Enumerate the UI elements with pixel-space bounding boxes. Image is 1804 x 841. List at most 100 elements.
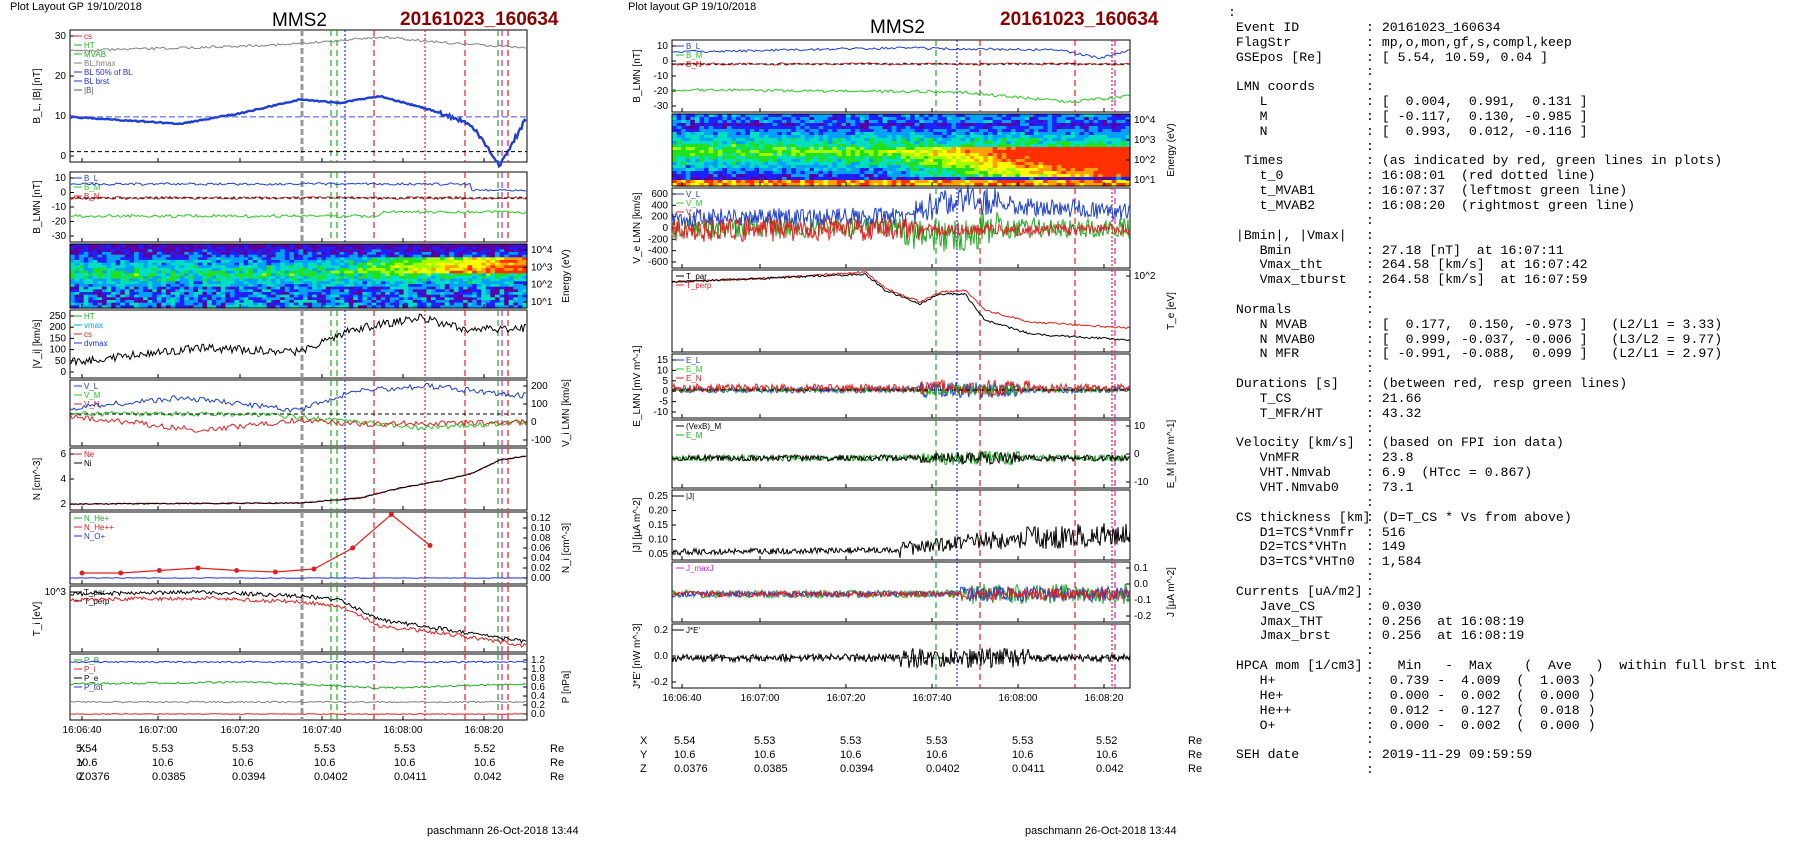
spectrogram-cell bbox=[426, 265, 432, 269]
spectrogram-cell bbox=[431, 244, 437, 248]
spectrogram-cell bbox=[960, 123, 966, 127]
spectrogram-cell bbox=[380, 300, 386, 304]
spectrogram-cell bbox=[1015, 153, 1021, 157]
spectrogram-cell bbox=[453, 292, 460, 296]
spectrogram-cell bbox=[1024, 165, 1030, 169]
spectrogram-cell bbox=[431, 278, 437, 282]
spectrogram-cell bbox=[472, 260, 478, 264]
spectrogram-cell bbox=[1020, 144, 1026, 148]
spectrogram-cell bbox=[1075, 126, 1081, 130]
spectrogram-cell bbox=[234, 270, 240, 274]
spectrogram-cell bbox=[1015, 129, 1021, 133]
spectrogram-cell bbox=[499, 265, 505, 269]
spectrogram-cell bbox=[124, 273, 130, 277]
spectrogram-cell bbox=[859, 132, 865, 136]
spectrogram-cell bbox=[956, 153, 962, 157]
spectrogram-cell bbox=[914, 138, 920, 142]
spectrogram-cell bbox=[804, 159, 810, 163]
spectrogram-cell bbox=[919, 150, 925, 154]
spectrogram-cell bbox=[1070, 183, 1076, 187]
spectrogram-cell bbox=[495, 273, 501, 277]
spectrogram-cell bbox=[417, 278, 423, 282]
spectrogram-cell bbox=[335, 289, 341, 293]
spectrogram-cell bbox=[408, 297, 414, 301]
spectrogram-cell bbox=[147, 260, 153, 264]
spectrogram-cell bbox=[1056, 177, 1062, 181]
spectrogram-cell bbox=[134, 292, 140, 296]
spectrogram-cell bbox=[399, 297, 405, 301]
spectrogram-cell bbox=[1075, 171, 1081, 175]
spectrogram-cell bbox=[859, 174, 865, 178]
spectrogram-cell bbox=[868, 141, 875, 145]
spectrogram-cell bbox=[74, 289, 80, 293]
spectrogram-cell bbox=[83, 265, 89, 269]
spectrogram-cell bbox=[1001, 180, 1007, 184]
spectrogram-cell bbox=[791, 129, 797, 133]
spectrogram-cell bbox=[389, 273, 396, 277]
spectrogram-cell bbox=[951, 132, 957, 136]
spectrogram-cell bbox=[243, 305, 249, 309]
spectrogram-cell bbox=[763, 129, 769, 133]
spectrogram-cell bbox=[303, 252, 309, 256]
spectrogram-cell bbox=[248, 257, 254, 261]
spectrogram-cell bbox=[485, 270, 492, 274]
spectrogram-cell bbox=[731, 135, 737, 139]
spectrogram-cell bbox=[485, 276, 492, 280]
spectrogram-cell bbox=[901, 183, 907, 187]
spectrogram-cell bbox=[722, 144, 728, 148]
spectrogram-cell bbox=[495, 249, 501, 253]
spectrogram-cell bbox=[362, 294, 368, 298]
spectrogram-cell bbox=[403, 257, 409, 261]
spectrogram-cell bbox=[289, 252, 295, 256]
spectrogram-cell bbox=[312, 305, 318, 309]
legend-vlmn-label: V_M bbox=[84, 391, 101, 400]
spectrogram-cell bbox=[740, 114, 746, 118]
spectrogram-cell bbox=[147, 302, 153, 306]
spectrogram-cell bbox=[699, 180, 705, 184]
spectrogram-cell bbox=[298, 297, 304, 301]
spectrogram-cell bbox=[129, 254, 135, 258]
spectrogram-cell bbox=[1010, 132, 1017, 136]
spectrogram-cell bbox=[992, 168, 998, 172]
spectrogram-cell bbox=[759, 123, 765, 127]
spectrogram-cell bbox=[1065, 117, 1072, 121]
spectrogram-cell bbox=[1061, 168, 1067, 172]
spectrogram-cell bbox=[467, 294, 473, 298]
spectrogram-cell bbox=[417, 276, 423, 280]
spectrogram-cell bbox=[371, 294, 377, 298]
spectrogram-cell bbox=[887, 144, 893, 148]
spectrogram-cell bbox=[440, 252, 446, 256]
spectrogram-cell bbox=[850, 117, 856, 121]
spectrogram-cell bbox=[878, 168, 884, 172]
spectrogram-cell bbox=[1029, 153, 1035, 157]
spectrogram-cell bbox=[252, 297, 258, 301]
spectrogram-cell bbox=[485, 268, 492, 272]
spectrogram-cell bbox=[444, 252, 450, 256]
spectrogram-cell bbox=[225, 284, 231, 288]
spectrogram-cell bbox=[708, 144, 714, 148]
y-tick-label: 10^3 bbox=[45, 587, 67, 598]
spectrogram-cell bbox=[440, 260, 446, 264]
spectrogram-cell bbox=[449, 289, 455, 293]
spectrogram-cell bbox=[353, 297, 359, 301]
spectrogram-cell bbox=[230, 254, 236, 258]
spectrogram-cell bbox=[102, 257, 108, 261]
spectrogram-cell bbox=[1043, 126, 1049, 130]
spectrogram-cell bbox=[708, 138, 714, 142]
spectrogram-cell bbox=[896, 180, 902, 184]
spectrogram-cell bbox=[257, 289, 263, 293]
spectrogram-cell bbox=[330, 249, 336, 253]
spectrogram-cell bbox=[969, 177, 975, 181]
spectrogram-cell bbox=[348, 297, 354, 301]
spectrogram-cell bbox=[763, 159, 769, 163]
spectrogram-cell bbox=[850, 165, 856, 169]
spectrogram-cell bbox=[901, 141, 907, 145]
spectrogram-cell bbox=[1079, 159, 1085, 163]
spectrogram-cell bbox=[385, 249, 391, 253]
spectrogram-cell bbox=[823, 171, 829, 175]
spectrogram-cell bbox=[70, 257, 76, 261]
spectrogram-cell bbox=[275, 286, 281, 290]
spectrogram-cell bbox=[759, 150, 765, 154]
legend-vi-label: HT bbox=[84, 312, 95, 321]
spectrogram-cell bbox=[193, 273, 199, 277]
